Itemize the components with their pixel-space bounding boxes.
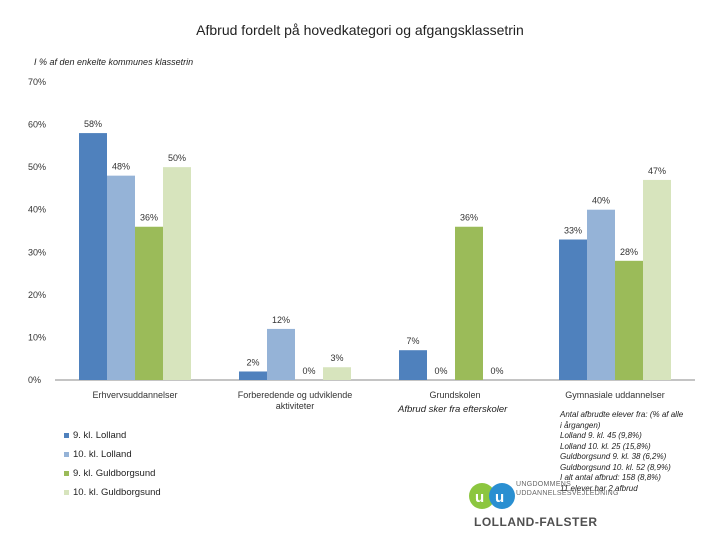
note-line: Lolland 9. kl. 45 (9,8%) xyxy=(560,431,642,440)
y-tick-label: 30% xyxy=(28,247,46,257)
legend-item: 9. kl. Guldborgsund xyxy=(64,464,161,483)
legend-swatch xyxy=(64,433,69,438)
note-line: Guldborgsund 10. kl. 52 (8,9%) xyxy=(560,462,671,472)
legend-swatch xyxy=(64,490,69,495)
logo-name: LOLLAND-FALSTER xyxy=(474,515,598,529)
logo-subtitle: UNGDOMMENS UDDANNELSESVEJLEDNING xyxy=(516,480,619,498)
x-tick-label: Forberedende og udviklende xyxy=(238,390,353,400)
legend-item: 10. kl. Guldborgsund xyxy=(64,483,161,502)
note-line: Guldborgsund 9. kl. 38 (6,2%) xyxy=(560,452,667,461)
logo-circle-green xyxy=(469,483,495,509)
data-label: 12% xyxy=(272,315,290,325)
x-tick-label: Grundskolen xyxy=(429,390,480,400)
x-tick-label: Gymnasiale uddannelser xyxy=(565,390,665,400)
svg-text:u: u xyxy=(475,489,484,506)
data-label: 7% xyxy=(406,336,419,346)
bar xyxy=(239,371,267,380)
legend-label: 10. kl. Guldborgsund xyxy=(73,487,161,498)
bar xyxy=(323,367,351,380)
notes-box: Antal afbrudte elever fra: (% af alle i … xyxy=(560,410,683,494)
logo-line: UNGDOMMENS xyxy=(516,481,572,488)
note-line: Antal afbrudte elever fra: (% af alle xyxy=(560,410,684,419)
y-tick-label: 50% xyxy=(28,162,46,172)
bar xyxy=(107,175,135,380)
data-label: 0% xyxy=(434,366,447,376)
data-label: 0% xyxy=(490,366,503,376)
data-label: 36% xyxy=(140,213,158,223)
y-tick-label: 40% xyxy=(28,205,46,215)
data-label: 33% xyxy=(564,226,582,236)
legend-label: 9. kl. Guldborgsund xyxy=(73,468,156,479)
uu-logo: u u UNGDOMMENS UDDANNELSESVEJLEDNING LOL… xyxy=(466,478,656,538)
bar xyxy=(267,328,295,380)
chart-title: Afbrud fordelt på hovedkategori og afgan… xyxy=(196,22,524,38)
data-label: 40% xyxy=(592,196,610,206)
logo-circle-blue xyxy=(489,483,515,509)
bar xyxy=(587,209,615,380)
bar xyxy=(643,179,671,380)
legend-swatch xyxy=(64,471,69,476)
bar xyxy=(615,260,643,380)
y-tick-label: 70% xyxy=(28,77,46,87)
logo-mark-icon: u u xyxy=(469,483,515,509)
bar xyxy=(135,226,163,380)
logo-line: UDDANNELSESVEJLEDNING xyxy=(516,490,619,497)
bar xyxy=(79,133,107,380)
legend: 9. kl. Lolland 10. kl. Lolland 9. kl. Gu… xyxy=(64,426,161,502)
data-label: 2% xyxy=(246,357,259,367)
bar xyxy=(455,226,483,380)
data-label: 48% xyxy=(112,162,130,172)
legend-label: 10. kl. Lolland xyxy=(73,449,132,460)
svg-text:u: u xyxy=(495,489,504,506)
legend-item: 9. kl. Lolland xyxy=(64,426,161,445)
legend-swatch xyxy=(64,452,69,457)
x-tick-label: aktiviteter xyxy=(276,401,315,411)
data-label: 50% xyxy=(168,153,186,163)
data-label: 47% xyxy=(648,166,666,176)
bar xyxy=(163,167,191,380)
x-tick-label: Erhvervsuddannelser xyxy=(92,390,177,400)
note-line: i årgangen) xyxy=(560,420,601,430)
data-label: 36% xyxy=(460,213,478,223)
bar xyxy=(559,239,587,380)
data-label: 3% xyxy=(330,353,343,363)
data-label: 0% xyxy=(302,366,315,376)
bar xyxy=(399,350,427,380)
note-line: 11 elever har 2 afbrud xyxy=(560,483,638,493)
grundskolen-annotation: Afbrud sker fra efterskoler xyxy=(398,404,508,415)
legend-item: 10. kl. Lolland xyxy=(64,445,161,464)
chart-subtitle: I % af den enkelte kommunes klassetrin xyxy=(34,57,194,67)
data-label: 58% xyxy=(84,119,102,129)
legend-label: 9. kl. Lolland xyxy=(73,430,127,441)
y-tick-label: 60% xyxy=(28,120,46,130)
y-tick-label: 0% xyxy=(28,375,41,385)
note-line: Lolland 10. kl. 25 (15,8%) xyxy=(560,441,651,451)
y-tick-label: 10% xyxy=(28,332,46,342)
data-label: 28% xyxy=(620,247,638,257)
note-line: I alt antal afbrud: 158 (8,8%) xyxy=(560,473,661,482)
y-tick-label: 20% xyxy=(28,290,46,300)
